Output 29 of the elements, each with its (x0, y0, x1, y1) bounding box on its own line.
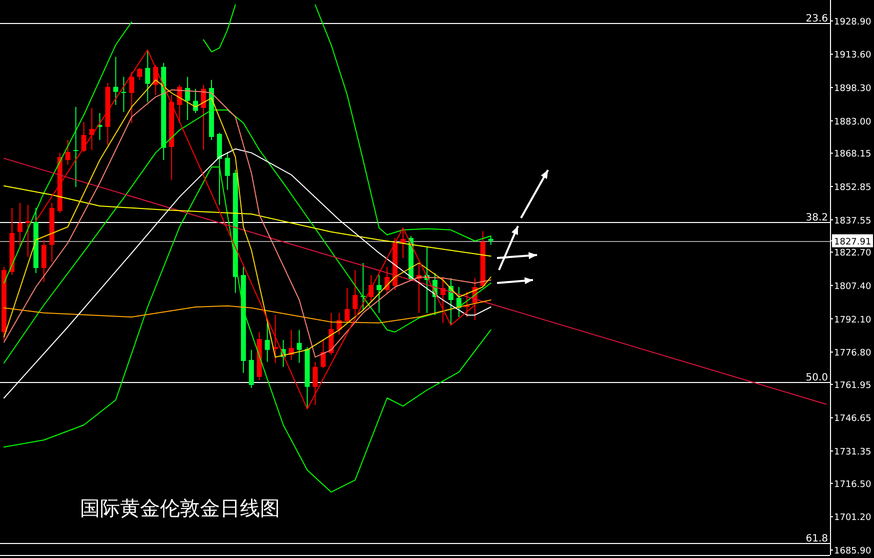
y-tick-label: 1837.55 (834, 216, 872, 226)
y-tick-label: 1827.91 (834, 237, 872, 248)
line-series (35, 49, 476, 410)
annotation: 50.0 (806, 372, 828, 384)
y-tick-label: 1746.65 (834, 414, 872, 424)
y-tick-label: 1928.90 (834, 17, 872, 28)
text: 国际黄金伦敦金日线图 (80, 496, 280, 520)
y-tick-label: 1868.15 (834, 150, 872, 160)
line-series (203, 4, 236, 52)
y-tick-label: 1883.00 (834, 117, 872, 128)
y-tick-label: 1731.35 (834, 448, 872, 458)
y-tick-label: 1792.10 (834, 315, 872, 326)
y-tick-label: 1701.20 (834, 513, 872, 524)
line-series (4, 185, 492, 257)
y-tick-label: 1822.70 (834, 248, 872, 259)
y-tick-label: 1852.85 (834, 182, 872, 193)
line-series (4, 166, 492, 493)
y-tick-label: 1776.80 (834, 348, 872, 359)
line-series (314, 4, 492, 242)
y-tick-label: 1716.50 (834, 480, 872, 490)
annotation: 23.6 (806, 14, 828, 24)
y-tick-label: 1761.95 (834, 380, 872, 391)
y-tick-label: 1807.40 (834, 282, 872, 292)
y-tick-label: 1913.60 (834, 50, 872, 61)
y-tick-label: 1898.30 (834, 84, 872, 94)
annotation: 38.2 (806, 212, 828, 224)
line-series (4, 22, 132, 284)
annotation: 61.8 (806, 534, 828, 544)
y-tick-label: 1685.90 (834, 546, 872, 556)
